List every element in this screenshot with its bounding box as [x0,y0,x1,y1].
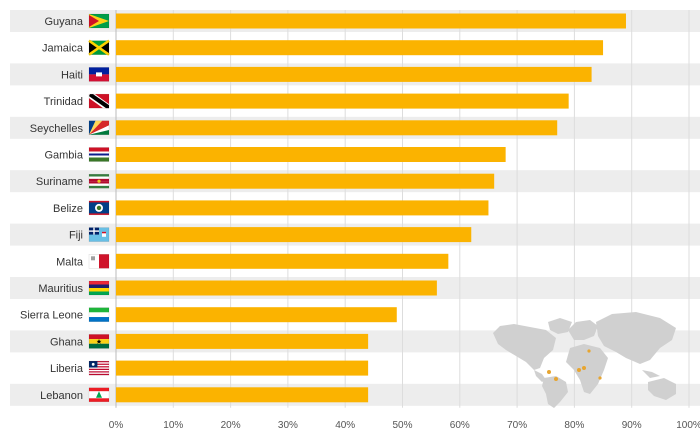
bar [116,333,369,349]
x-tick-label: 90% [622,420,642,431]
category-label: Liberia [50,363,84,375]
bar [116,120,558,136]
haiti-flag-icon [88,67,110,82]
trinidad-flag-icon [88,93,110,109]
fiji-flag-icon [88,227,110,242]
liberia-flag-icon [88,360,110,376]
category-label: Seychelles [30,123,84,135]
jamaica-flag-icon [88,39,110,56]
category-label: Malta [56,256,84,268]
category-labels: Guyana Jamaica Haiti Trinidad Seychelles Gamb… [20,16,84,402]
sierra-leone-flag-icon [88,307,110,322]
bar [116,93,569,109]
bar [116,360,369,376]
x-tick-label: 30% [278,420,298,431]
ghana-flag-icon [88,334,110,349]
bars [116,13,626,403]
x-tick-label: 40% [335,420,355,431]
category-label: Belize [53,203,83,215]
bar [116,173,495,189]
world-map-watermark [493,312,676,408]
flags [88,13,110,403]
category-label: Ghana [50,336,84,348]
bar [116,13,626,29]
category-label: Suriname [36,176,83,188]
x-tick-label: 70% [507,420,527,431]
x-tick-label: 20% [221,420,241,431]
bar [116,227,472,243]
category-label: Lebanon [40,390,83,402]
x-tick-label: 0% [109,420,124,431]
category-label: Sierra Leone [20,310,83,322]
malta-flag-icon [88,254,110,269]
suriname-flag-icon [88,173,110,189]
bar [116,40,604,56]
bar [116,66,592,82]
bar [116,387,369,403]
gambia-flag-icon [88,147,110,162]
category-label: Haiti [61,69,83,81]
bar [116,280,437,296]
bar [116,307,397,323]
category-label: Mauritius [38,283,83,295]
guyana-flag-icon [88,13,110,29]
bar [116,200,489,216]
category-label: Guyana [44,16,83,28]
bar [116,147,506,162]
category-label: Gambia [44,150,83,162]
category-label: Jamaica [42,43,84,55]
x-tick-label: 100% [676,420,700,431]
x-axis-ticks: 0% 10% 20% 30% 40% 50% 60% 70% 80% 90% 100% [109,420,700,431]
x-tick-label: 10% [163,420,183,431]
bar [116,253,449,269]
mauritius-flag-icon [88,280,110,296]
x-tick-label: 50% [392,420,412,431]
x-tick-label: 80% [564,420,584,431]
lebanon-flag-icon [88,387,110,403]
belize-flag-icon [88,200,110,216]
category-label: Fiji [69,230,83,242]
category-label: Trinidad [44,96,83,108]
seychelles-flag-icon [88,120,110,136]
x-tick-label: 60% [450,420,470,431]
